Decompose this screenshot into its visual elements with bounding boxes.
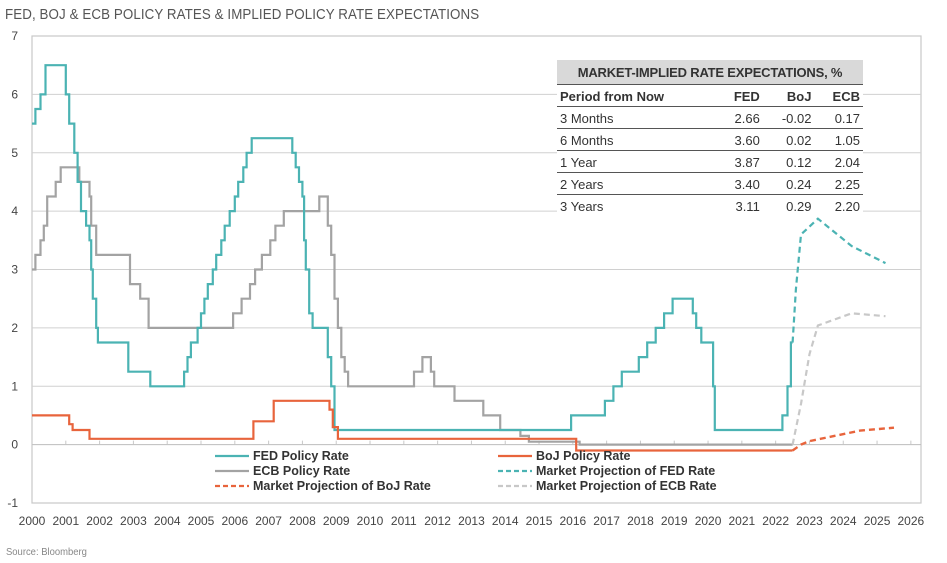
cell-fed: 3.40 xyxy=(716,172,763,195)
x-tick-label: 2012 xyxy=(424,514,451,528)
source-note: Source: Bloomberg xyxy=(6,546,87,558)
x-tick-label: 2000 xyxy=(19,514,46,528)
x-tick-label: 2022 xyxy=(762,514,789,528)
fed-policy-rate-line xyxy=(32,64,793,432)
table-row: 6 Months 3.60 0.02 1.05 xyxy=(557,128,863,151)
x-tick-label: 2019 xyxy=(661,514,688,528)
x-tick-label: 2009 xyxy=(323,514,350,528)
cell-period: 2 Years xyxy=(557,172,717,195)
table-row: 3 Years 3.11 0.29 2.20 xyxy=(557,195,863,217)
legend-item: Market Projection of BoJ Rate xyxy=(215,479,431,493)
cell-ecb: 0.17 xyxy=(814,106,863,129)
legend-item: FED Policy Rate xyxy=(215,449,349,463)
ecb-projection-line xyxy=(791,312,886,445)
x-tick-label: 2021 xyxy=(728,514,755,528)
y-tick-label: 1 xyxy=(11,379,18,393)
y-tick-label: 2 xyxy=(11,321,18,335)
col-header-ecb: ECB xyxy=(814,84,863,107)
legend-item: BoJ Policy Rate xyxy=(498,449,631,463)
x-tick-label: 2003 xyxy=(120,514,147,528)
table-row: 1 Year 3.87 0.12 2.04 xyxy=(557,150,863,173)
x-tick-label: 2015 xyxy=(526,514,553,528)
y-tick-label: 5 xyxy=(11,146,18,160)
legend-item: Market Projection of FED Rate xyxy=(498,464,715,478)
table-row: 2 Years 3.40 0.24 2.25 xyxy=(557,172,863,195)
chart-title: FED, BOJ & ECB POLICY RATES & IMPLIED PO… xyxy=(5,7,480,23)
legend-label: ECB Policy Rate xyxy=(253,464,350,478)
cell-period: 3 Months xyxy=(557,106,717,129)
table-row: 3 Months 2.66 -0.02 0.17 xyxy=(557,106,863,129)
x-tick-label: 2018 xyxy=(627,514,654,528)
x-tick-label: 2006 xyxy=(221,514,248,528)
legend-item: ECB Policy Rate xyxy=(215,464,350,478)
x-tick-label: 2024 xyxy=(830,514,857,528)
col-header-period: Period from Now xyxy=(557,84,717,107)
x-tick-label: 2013 xyxy=(458,514,485,528)
x-tick-label: 2002 xyxy=(86,514,113,528)
x-tick-label: 2007 xyxy=(255,514,282,528)
ecb-policy-rate-line xyxy=(32,166,793,446)
x-tick-label: 2011 xyxy=(391,514,417,528)
table-title: MARKET-IMPLIED RATE EXPECTATIONS, % xyxy=(557,60,863,85)
x-tick-label: 2004 xyxy=(154,514,181,528)
cell-boj: 0.24 xyxy=(762,172,815,195)
cell-boj: -0.02 xyxy=(762,106,815,129)
cell-ecb: 2.04 xyxy=(814,150,863,173)
cell-boj: 0.02 xyxy=(762,128,815,151)
x-tick-label: 2010 xyxy=(357,514,384,528)
col-header-boj: BoJ xyxy=(762,84,815,107)
y-tick-label: -1 xyxy=(7,496,18,510)
boj-policy-rate-line xyxy=(32,399,793,452)
cell-fed: 3.11 xyxy=(735,198,760,214)
cell-period: 6 Months xyxy=(557,128,717,151)
x-tick-label: 2005 xyxy=(188,514,215,528)
x-tick-label: 2020 xyxy=(695,514,722,528)
table-header-row: Period from Now FED BoJ ECB xyxy=(557,84,863,107)
legend-label: BoJ Policy Rate xyxy=(536,449,631,463)
x-tick-label: 2017 xyxy=(593,514,620,528)
legend-label: FED Policy Rate xyxy=(253,449,349,463)
cell-fed: 3.60 xyxy=(716,128,763,151)
x-tick-label: 2001 xyxy=(52,514,79,528)
cell-period: 3 Years xyxy=(560,198,604,214)
legend-item: Market Projection of ECB Rate xyxy=(498,479,717,493)
y-tick-label: 7 xyxy=(11,29,18,43)
x-tick-label: 2023 xyxy=(796,514,823,528)
x-tick-label: 2025 xyxy=(864,514,891,528)
series xyxy=(32,64,895,452)
cell-fed: 2.66 xyxy=(716,106,763,129)
y-tick-label: 6 xyxy=(11,87,18,101)
rate-expectations-table: MARKET-IMPLIED RATE EXPECTATIONS, % Peri… xyxy=(557,60,863,216)
y-tick-label: 4 xyxy=(11,204,18,218)
x-tick-label: 2016 xyxy=(559,514,586,528)
legend-label: Market Projection of BoJ Rate xyxy=(253,479,431,493)
legend: FED Policy Rate BoJ Policy Rate ECB Policy… xyxy=(215,449,717,493)
fed-projection-line xyxy=(791,217,886,343)
x-tick-label: 2008 xyxy=(289,514,316,528)
cell-fed: 3.87 xyxy=(716,150,763,173)
y-tick-label: 0 xyxy=(11,438,18,452)
cell-boj: 0.12 xyxy=(762,150,815,173)
cell-period: 1 Year xyxy=(557,150,717,173)
cell-ecb: 1.05 xyxy=(814,128,863,151)
cell-ecb: 2.25 xyxy=(814,172,863,195)
legend-label: Market Projection of ECB Rate xyxy=(536,479,717,493)
cell-boj: 0.29 xyxy=(786,198,812,214)
cell-ecb: 2.20 xyxy=(834,198,860,214)
col-header-fed: FED xyxy=(716,84,763,107)
x-tick-label: 2014 xyxy=(492,514,519,528)
y-tick-label: 3 xyxy=(11,263,18,277)
legend-label: Market Projection of FED Rate xyxy=(536,464,715,478)
boj-projection-line xyxy=(791,426,895,452)
x-tick-label: 2026 xyxy=(898,514,925,528)
